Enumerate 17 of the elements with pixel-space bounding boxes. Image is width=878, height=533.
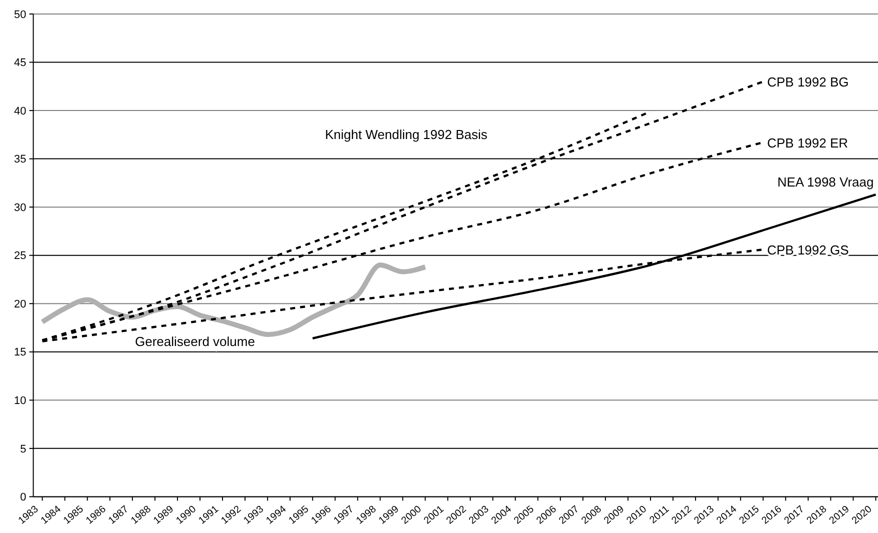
- y-tick-label: 10: [14, 395, 26, 408]
- y-tick-label: 50: [14, 8, 26, 21]
- y-tick-label: 45: [14, 57, 26, 70]
- y-tick-label: 25: [14, 250, 26, 262]
- y-tick-label: 40: [14, 105, 26, 118]
- series-label: NEA 1998 Vraag: [777, 174, 874, 190]
- series-label: CPB 1992 ER: [767, 135, 848, 150]
- series-label: CPB 1992 BG: [767, 74, 849, 90]
- y-tick-label: 5: [20, 443, 26, 456]
- text: Knight Wendling 1992 Basis: [325, 127, 488, 142]
- series-label: CPB 1992 GS: [767, 242, 850, 258]
- y-tick-label: 30: [14, 202, 26, 214]
- y-tick-label: 35: [14, 154, 26, 166]
- series-label: Gerealiseerd volume: [135, 334, 255, 349]
- y-tick-label: 20: [14, 298, 26, 310]
- y-tick-label: 0: [20, 492, 26, 504]
- y-tick-label: 15: [14, 346, 26, 359]
